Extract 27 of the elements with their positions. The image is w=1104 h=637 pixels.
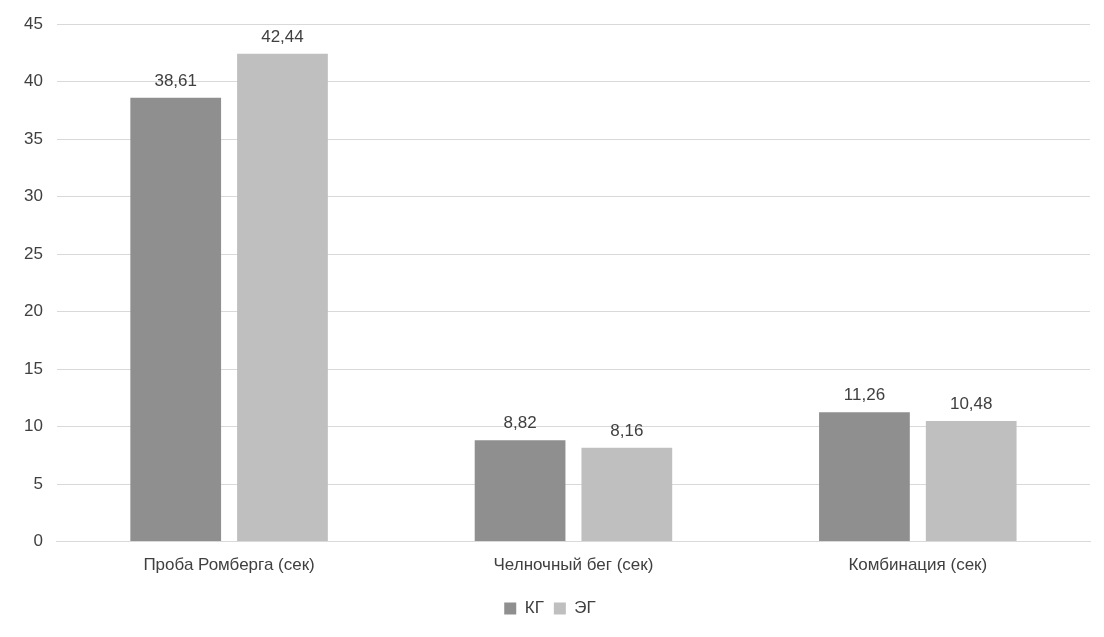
bar bbox=[819, 412, 910, 542]
bar bbox=[237, 53, 328, 542]
data-label: 8,16 bbox=[610, 420, 644, 440]
bar bbox=[581, 447, 673, 542]
bar bbox=[130, 97, 222, 542]
data-label: 42,44 bbox=[261, 26, 304, 46]
y-tick-label: 35 bbox=[23, 128, 43, 148]
bar bbox=[925, 421, 1017, 542]
legend-label: ЭГ bbox=[574, 598, 596, 618]
bar bbox=[474, 440, 566, 542]
y-tick-label: 45 bbox=[23, 13, 43, 33]
y-tick-label: 5 bbox=[33, 473, 43, 493]
data-label: 8,82 bbox=[503, 413, 537, 433]
legend-label: КГ bbox=[524, 598, 544, 618]
x-tick-label: Проба Ромберга (сек) bbox=[143, 555, 315, 575]
data-label: 11,26 bbox=[843, 385, 886, 405]
data-label: 10,48 bbox=[949, 394, 993, 414]
x-tick-label: Комбинация (сек) bbox=[848, 555, 988, 575]
x-tick-label: Челночный бег (сек) bbox=[493, 555, 654, 575]
y-tick-label: 25 bbox=[23, 243, 43, 263]
data-label: 38,61 bbox=[154, 70, 197, 90]
y-tick-label: 40 bbox=[23, 71, 43, 91]
y-tick-label: 0 bbox=[33, 531, 43, 551]
y-tick-label: 10 bbox=[23, 416, 43, 436]
y-tick-label: 20 bbox=[23, 301, 43, 321]
y-tick-label: 30 bbox=[23, 186, 43, 206]
y-tick-label: 15 bbox=[23, 358, 43, 378]
